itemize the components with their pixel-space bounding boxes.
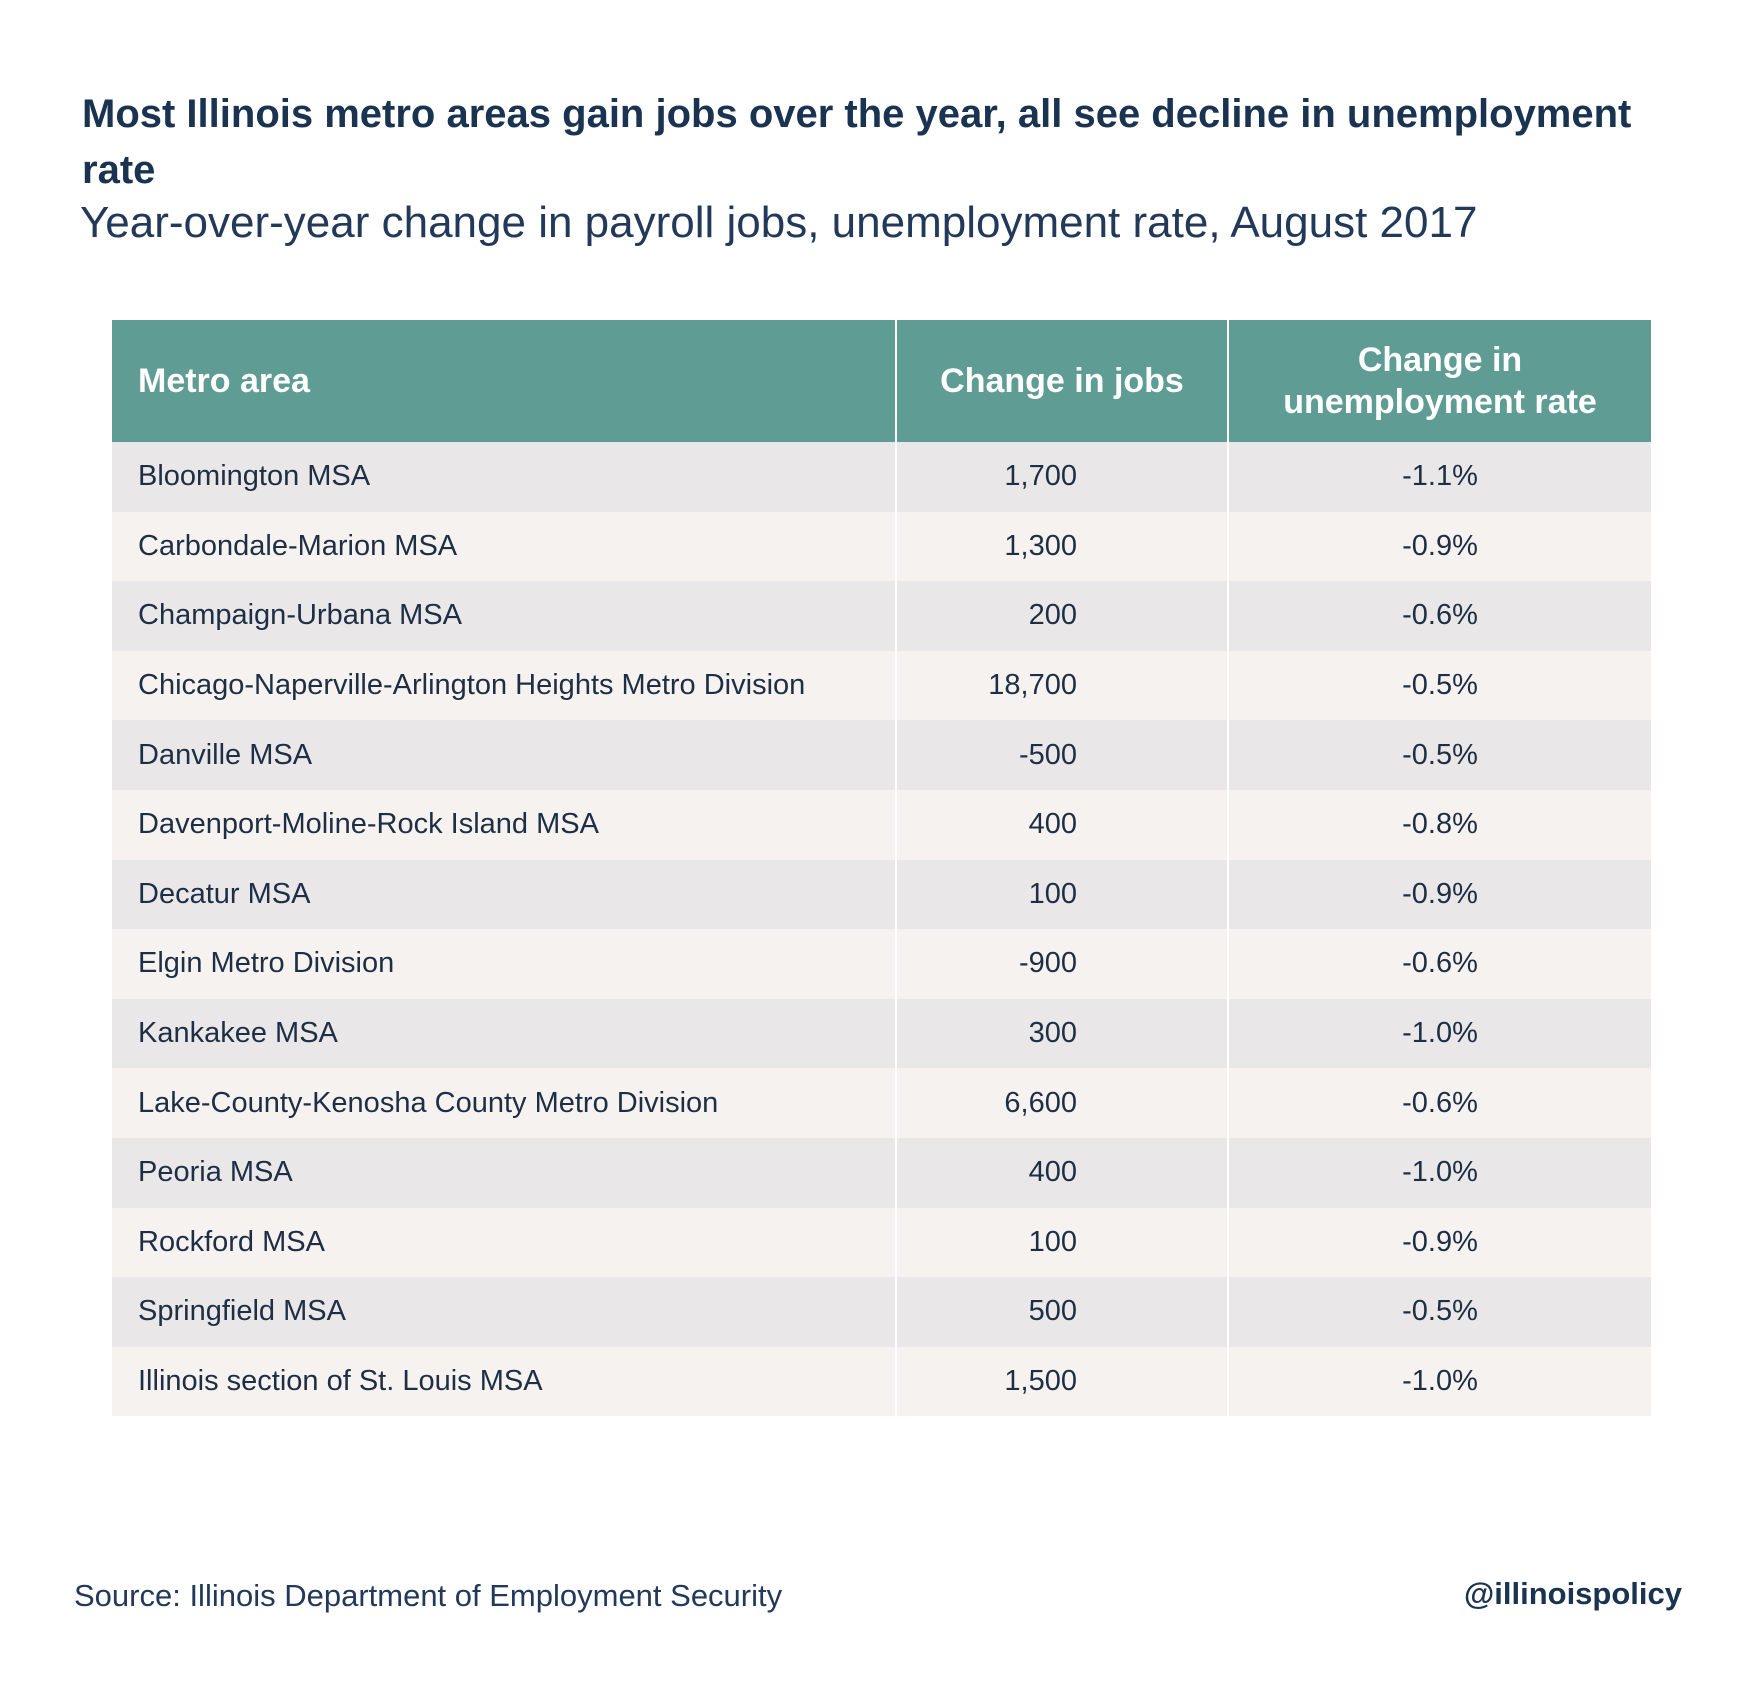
cell-change-in-jobs: 500 xyxy=(895,1277,1228,1347)
cell-change-in-unemployment-rate: -0.5% xyxy=(1227,650,1651,721)
cell-change-in-jobs: 1,500 xyxy=(895,1346,1228,1417)
table-row: Champaign-Urbana MSA 200 -0.6% xyxy=(112,581,1651,651)
cell-metro-area: Rockford MSA xyxy=(112,1207,896,1278)
cell-metro-area: Kankakee MSA xyxy=(112,998,896,1069)
social-handle: @illinoispolicy xyxy=(1464,1576,1682,1611)
cell-change-in-jobs: 400 xyxy=(895,789,1228,860)
column-header-change-in-jobs: Change in jobs xyxy=(895,320,1228,442)
cell-metro-area: Elgin Metro Division xyxy=(112,929,896,999)
table-row: Carbondale-Marion MSA 1,300 -0.9% xyxy=(112,511,1651,582)
cell-metro-area: Bloomington MSA xyxy=(112,442,896,512)
cell-change-in-unemployment-rate: -0.5% xyxy=(1227,720,1651,790)
cell-change-in-jobs: -500 xyxy=(895,720,1228,790)
cell-change-in-unemployment-rate: -0.5% xyxy=(1227,1277,1651,1347)
cell-change-in-unemployment-rate: -0.8% xyxy=(1227,789,1651,860)
cell-change-in-unemployment-rate: -1.0% xyxy=(1227,1137,1651,1208)
table-row: Kankakee MSA 300 -1.0% xyxy=(112,998,1651,1069)
cell-change-in-unemployment-rate: -0.9% xyxy=(1227,859,1651,930)
chart-title: Most Illinois metro areas gain jobs over… xyxy=(82,92,1632,192)
cell-metro-area: Peoria MSA xyxy=(112,1137,896,1208)
table-row: Peoria MSA 400 -1.0% xyxy=(112,1137,1651,1208)
cell-metro-area: Lake-County-Kenosha County Metro Divisio… xyxy=(112,1068,896,1138)
cell-metro-area: Springfield MSA xyxy=(112,1277,896,1347)
cell-change-in-jobs: 100 xyxy=(895,859,1228,930)
cell-change-in-unemployment-rate: -0.9% xyxy=(1227,1207,1651,1278)
column-header-change-in-unemployment-rate: Change in unemployment rate xyxy=(1227,320,1651,442)
cell-change-in-unemployment-rate: -0.6% xyxy=(1227,581,1651,651)
cell-metro-area: Chicago-Naperville-Arlington Heights Met… xyxy=(112,650,896,721)
cell-change-in-jobs: 1,300 xyxy=(895,511,1228,582)
table-row: Davenport-Moline-Rock Island MSA 400 -0.8% xyxy=(112,789,1651,860)
cell-change-in-unemployment-rate: -1.0% xyxy=(1227,1346,1651,1417)
data-table: Metro area Change in jobs Change in unem… xyxy=(112,320,1651,1417)
chart-subtitle: Year-over-year change in payroll jobs, u… xyxy=(80,198,1478,247)
cell-change-in-jobs: 100 xyxy=(895,1207,1228,1278)
cell-metro-area: Davenport-Moline-Rock Island MSA xyxy=(112,789,896,860)
column-header-text: Change in unemployment rate xyxy=(1283,341,1597,421)
table-body: Bloomington MSA 1,700 -1.1% Carbondale-Mari… xyxy=(112,442,1651,1417)
cell-metro-area: Decatur MSA xyxy=(112,859,896,930)
cell-change-in-jobs: 200 xyxy=(895,581,1228,651)
cell-change-in-jobs: 18,700 xyxy=(895,650,1228,721)
column-header-metro-area: Metro area xyxy=(112,320,896,442)
table-row: Springfield MSA 500 -0.5% xyxy=(112,1277,1651,1347)
table-row: Rockford MSA 100 -0.9% xyxy=(112,1207,1651,1278)
cell-change-in-jobs: 400 xyxy=(895,1137,1228,1208)
cell-change-in-unemployment-rate: -0.9% xyxy=(1227,511,1651,582)
cell-change-in-unemployment-rate: -1.1% xyxy=(1227,442,1651,512)
cell-metro-area: Illinois section of St. Louis MSA xyxy=(112,1346,896,1417)
source-note: Source: Illinois Department of Employmen… xyxy=(74,1578,783,1613)
cell-change-in-jobs: -900 xyxy=(895,929,1228,999)
table-row: Lake-County-Kenosha County Metro Divisio… xyxy=(112,1068,1651,1138)
data-table-container: Metro area Change in jobs Change in unem… xyxy=(112,320,1651,1417)
cell-change-in-jobs: 300 xyxy=(895,998,1228,1069)
cell-change-in-unemployment-rate: -0.6% xyxy=(1227,1068,1651,1138)
cell-change-in-jobs: 1,700 xyxy=(895,442,1228,512)
header-row: Metro area Change in jobs Change in unem… xyxy=(112,320,1651,442)
table-row: Illinois section of St. Louis MSA 1,500 -1… xyxy=(112,1346,1651,1417)
cell-metro-area: Carbondale-Marion MSA xyxy=(112,511,896,582)
cell-change-in-unemployment-rate: -0.6% xyxy=(1227,929,1651,999)
table-row: Decatur MSA 100 -0.9% xyxy=(112,859,1651,930)
cell-metro-area: Danville MSA xyxy=(112,720,896,790)
table-row: Elgin Metro Division -900 -0.6% xyxy=(112,929,1651,999)
table-header: Metro area Change in jobs Change in unem… xyxy=(112,320,1651,442)
cell-metro-area: Champaign-Urbana MSA xyxy=(112,581,896,651)
table-row: Chicago-Naperville-Arlington Heights Met… xyxy=(112,650,1651,721)
cell-change-in-jobs: 6,600 xyxy=(895,1068,1228,1138)
cell-change-in-unemployment-rate: -1.0% xyxy=(1227,998,1651,1069)
table-row: Bloomington MSA 1,700 -1.1% xyxy=(112,442,1651,512)
table-row: Danville MSA -500 -0.5% xyxy=(112,720,1651,790)
